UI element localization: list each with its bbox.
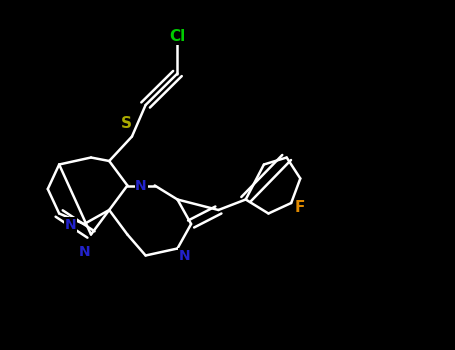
Text: N: N — [178, 248, 190, 262]
Text: Cl: Cl — [169, 29, 186, 44]
Text: S: S — [121, 116, 132, 131]
Text: N: N — [78, 245, 90, 259]
Text: F: F — [295, 200, 305, 215]
Text: N: N — [135, 178, 147, 192]
Text: N: N — [65, 218, 76, 232]
